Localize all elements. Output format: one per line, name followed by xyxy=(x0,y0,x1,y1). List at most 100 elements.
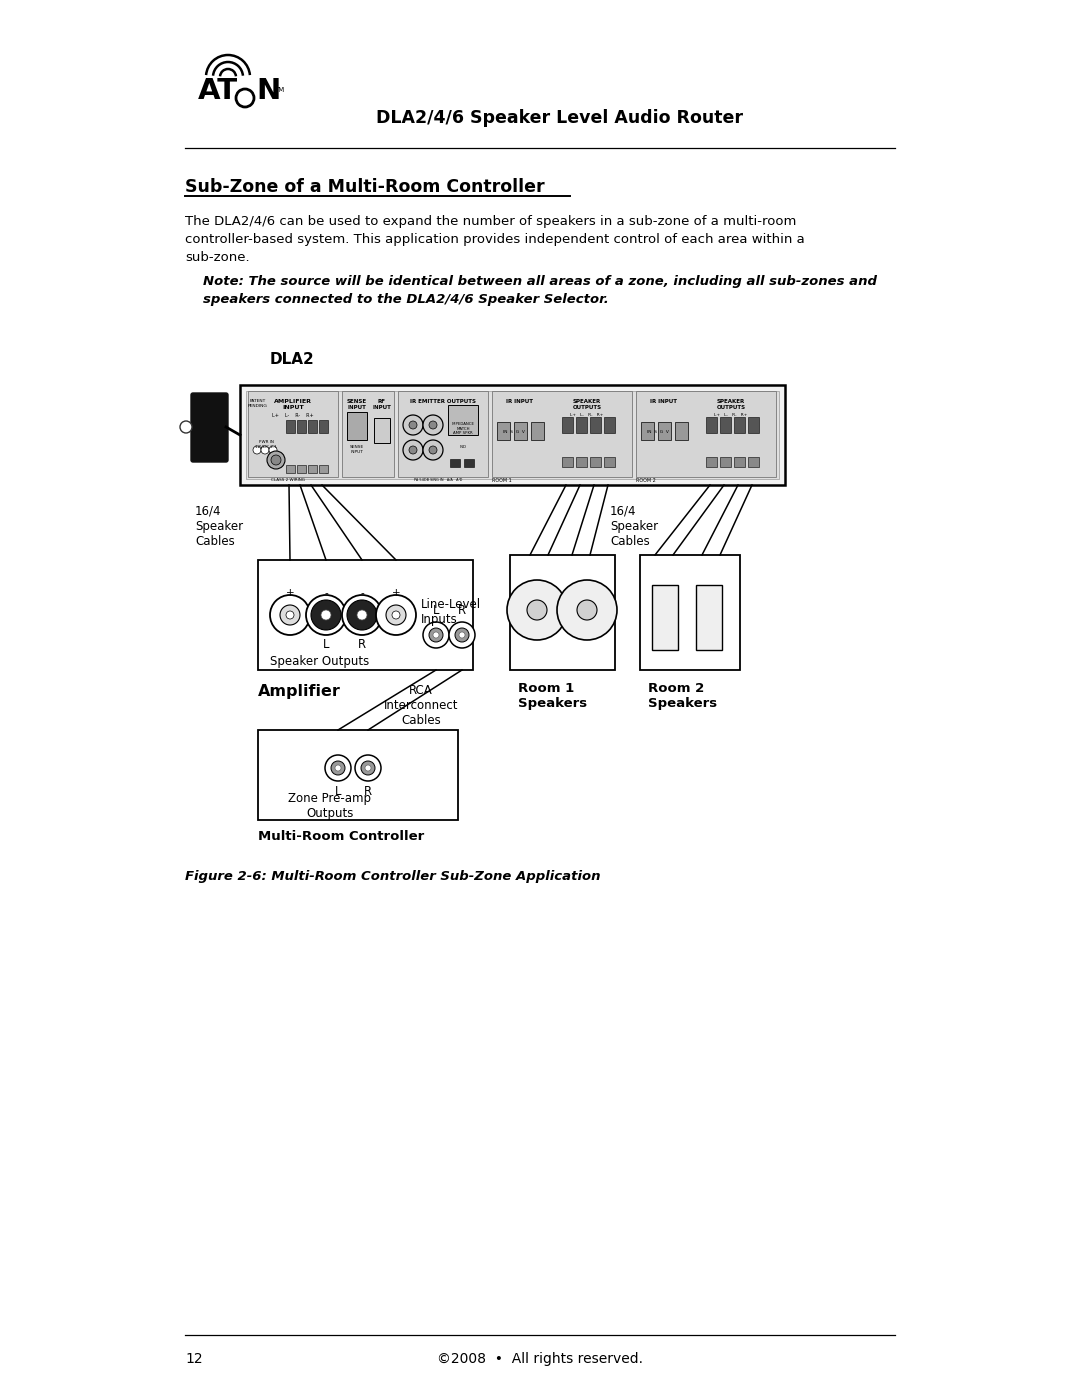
Text: 16/4
Speaker
Cables: 16/4 Speaker Cables xyxy=(195,504,243,548)
Text: L: L xyxy=(323,638,329,651)
Circle shape xyxy=(386,605,406,624)
Text: sub-zone.: sub-zone. xyxy=(185,251,249,264)
Circle shape xyxy=(423,415,443,434)
Text: AMPLIFIER
INPUT: AMPLIFIER INPUT xyxy=(274,400,312,409)
Text: L+    L-    R-    R+: L+ L- R- R+ xyxy=(272,414,314,418)
Text: 16/4
Speaker
Cables: 16/4 Speaker Cables xyxy=(610,504,658,548)
Text: speakers connected to the DLA2/4/6 Speaker Selector.: speakers connected to the DLA2/4/6 Speak… xyxy=(203,293,609,306)
Bar xyxy=(319,465,328,474)
Circle shape xyxy=(365,766,372,771)
Bar xyxy=(258,731,458,820)
Circle shape xyxy=(423,622,449,648)
Text: ROOM 2: ROOM 2 xyxy=(636,478,656,483)
Circle shape xyxy=(311,599,341,630)
Text: Room 2
Speakers: Room 2 Speakers xyxy=(648,682,717,710)
Bar xyxy=(562,416,573,433)
Bar xyxy=(510,555,615,671)
Bar xyxy=(576,457,588,467)
Text: -: - xyxy=(324,588,328,598)
Text: IR INPUT: IR INPUT xyxy=(650,400,677,404)
Circle shape xyxy=(261,446,269,454)
Text: N: N xyxy=(256,77,280,105)
Circle shape xyxy=(577,599,597,620)
Circle shape xyxy=(433,631,438,638)
Bar xyxy=(464,460,474,467)
Circle shape xyxy=(449,622,475,648)
Circle shape xyxy=(459,631,465,638)
Bar xyxy=(240,386,785,485)
Text: Figure 2-6: Multi-Room Controller Sub-Zone Application: Figure 2-6: Multi-Room Controller Sub-Zo… xyxy=(185,870,600,883)
Circle shape xyxy=(507,580,567,640)
Text: Sub-Zone of a Multi-Room Controller: Sub-Zone of a Multi-Room Controller xyxy=(185,177,544,196)
Bar xyxy=(347,412,367,440)
Text: TM: TM xyxy=(274,87,284,94)
Circle shape xyxy=(423,440,443,460)
Text: ©2008  •  All rights reserved.: ©2008 • All rights reserved. xyxy=(437,1352,643,1366)
Circle shape xyxy=(253,446,261,454)
Text: RCA
Interconnect
Cables: RCA Interconnect Cables xyxy=(383,685,458,726)
Circle shape xyxy=(403,415,423,434)
Text: IN  S  G  V: IN S G V xyxy=(647,430,669,434)
Bar xyxy=(734,416,745,433)
Text: IND: IND xyxy=(459,446,467,448)
Text: Note: The source will be identical between all areas of a zone, including all su: Note: The source will be identical betwe… xyxy=(203,275,877,288)
Bar xyxy=(590,457,600,467)
Text: PA 54DB SING IN   A/A   A/D: PA 54DB SING IN A/A A/D xyxy=(414,478,462,482)
Text: R: R xyxy=(364,785,373,798)
Bar xyxy=(696,585,723,650)
Text: PWR IN
12VDC 2.1: PWR IN 12VDC 2.1 xyxy=(255,440,276,448)
Bar xyxy=(604,416,615,433)
Bar xyxy=(297,420,306,433)
Text: L: L xyxy=(433,604,440,617)
Text: L+   L-   R-   R+: L+ L- R- R+ xyxy=(714,414,747,416)
Bar xyxy=(734,457,745,467)
Circle shape xyxy=(392,610,400,619)
Bar xyxy=(658,422,671,440)
Text: Multi-Room Controller: Multi-Room Controller xyxy=(258,830,424,842)
Bar xyxy=(748,457,759,467)
Bar xyxy=(652,585,678,650)
Circle shape xyxy=(409,446,417,454)
Text: ROOM 1: ROOM 1 xyxy=(492,478,512,483)
Text: Room 1
Speakers: Room 1 Speakers xyxy=(518,682,588,710)
Text: Zone Pre-amp
Outputs: Zone Pre-amp Outputs xyxy=(288,792,372,820)
Text: controller-based system. This application provides independent control of each a: controller-based system. This applicatio… xyxy=(185,233,805,246)
Bar xyxy=(258,560,473,671)
Text: SENSE
INPUT: SENSE INPUT xyxy=(350,446,364,454)
Circle shape xyxy=(557,580,617,640)
Bar xyxy=(492,391,632,476)
Bar xyxy=(399,391,488,476)
Circle shape xyxy=(429,420,437,429)
Circle shape xyxy=(527,599,546,620)
Circle shape xyxy=(330,761,345,775)
Text: IR INPUT: IR INPUT xyxy=(507,400,534,404)
Bar xyxy=(636,391,777,476)
Circle shape xyxy=(347,599,377,630)
Bar xyxy=(706,416,717,433)
Bar xyxy=(640,555,740,671)
Text: IR EMITTER OUTPUTS: IR EMITTER OUTPUTS xyxy=(410,400,476,404)
Text: Amplifier: Amplifier xyxy=(258,685,341,698)
Circle shape xyxy=(306,595,346,636)
Text: DLA2/4/6 Speaker Level Audio Router: DLA2/4/6 Speaker Level Audio Router xyxy=(377,109,743,127)
Bar xyxy=(720,416,731,433)
Circle shape xyxy=(267,451,285,469)
Circle shape xyxy=(342,595,382,636)
FancyBboxPatch shape xyxy=(191,393,228,462)
Bar xyxy=(319,420,328,433)
Bar xyxy=(286,465,295,474)
Bar xyxy=(720,457,731,467)
Circle shape xyxy=(403,440,423,460)
Bar xyxy=(706,457,717,467)
Circle shape xyxy=(270,595,310,636)
Circle shape xyxy=(357,610,367,620)
Text: Line-Level
Inputs: Line-Level Inputs xyxy=(421,598,481,626)
Text: PATENT
PENDING: PATENT PENDING xyxy=(248,400,268,408)
Bar xyxy=(531,422,544,440)
Text: SPEAKER
OUTPUTS: SPEAKER OUTPUTS xyxy=(572,400,602,409)
Circle shape xyxy=(271,455,281,465)
Bar xyxy=(450,460,460,467)
Text: SENSE
INPUT: SENSE INPUT xyxy=(347,400,367,409)
Bar xyxy=(514,422,527,440)
Circle shape xyxy=(429,446,437,454)
